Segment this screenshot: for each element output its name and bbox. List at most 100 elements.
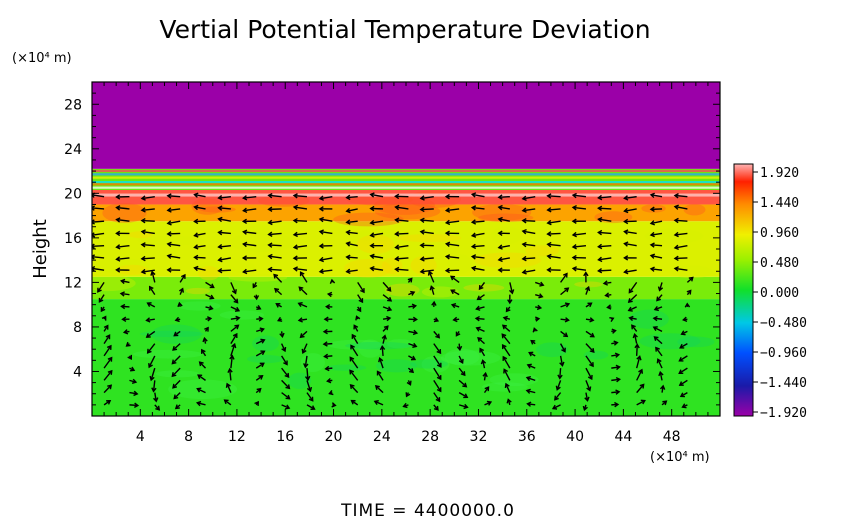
vector-arrow-388	[193, 204, 206, 211]
vector-arrow-284	[597, 267, 612, 274]
vector-arrow-286	[649, 266, 663, 272]
vector-arrow-302	[444, 254, 460, 260]
vector-arrow-231	[476, 294, 485, 301]
y-tick-label-2: 12	[64, 275, 82, 291]
vector-arrow-215	[684, 302, 691, 308]
vector-arrow-365	[217, 216, 232, 223]
vector-arrow-159	[475, 326, 485, 333]
vector-arrow-424	[497, 194, 510, 200]
vector-arrow-14	[458, 403, 469, 410]
vector-arrow-187	[585, 317, 595, 323]
vector-arrow-16	[506, 398, 512, 406]
vector-arrow-219	[178, 287, 185, 295]
vector-arrow-368	[292, 217, 308, 224]
vector-arrow-117	[634, 343, 640, 356]
vector-arrow-394	[345, 207, 358, 214]
vector-arrow-63	[482, 371, 488, 381]
time-label: TIME = 4400000.0	[340, 501, 515, 519]
vector-arrow-75	[171, 367, 181, 378]
vector-arrow-280	[497, 267, 510, 273]
vector-arrow-223	[274, 287, 283, 296]
field-patch-3-1	[374, 196, 435, 215]
field-patch-4-1	[288, 372, 312, 389]
vector-arrow-275	[369, 266, 384, 272]
vector-arrow-406	[649, 206, 663, 212]
vector-arrow-270	[242, 268, 257, 275]
vector-arrow-113	[528, 351, 536, 357]
colorbar-tick-label-7: −1.440	[760, 376, 807, 391]
vector-arrow-195	[177, 301, 183, 308]
vector-arrow-277	[419, 268, 434, 275]
vector-arrow-2	[154, 404, 161, 411]
y-axis-label: Height	[30, 219, 51, 279]
vector-arrow-60	[406, 380, 412, 386]
vector-arrow-151	[279, 331, 285, 338]
field-patch-4-7	[629, 309, 669, 329]
colorbar-tick-label-1: 1.440	[760, 196, 799, 211]
vector-arrow-189	[628, 315, 637, 322]
x-tick-label-7: 32	[470, 429, 488, 445]
vector-arrow-85	[433, 367, 442, 381]
vector-arrow-401	[521, 207, 536, 213]
vector-arrow-262	[657, 282, 664, 292]
field-patch-3-5	[374, 203, 441, 220]
vector-arrow-27	[173, 392, 181, 400]
x-tick-label-6: 28	[421, 429, 439, 445]
vector-arrow-329	[521, 241, 536, 248]
x-tick-label-11: 48	[663, 429, 681, 445]
vector-arrow-92	[611, 364, 621, 371]
vector-arrow-243	[179, 273, 186, 283]
vector-arrow-232	[507, 294, 513, 305]
vector-arrow-171	[174, 316, 181, 323]
vector-arrow-116	[611, 352, 621, 358]
vector-arrow-134	[456, 343, 463, 352]
vector-arrow-145	[122, 329, 130, 335]
vector-arrow-370	[345, 219, 358, 225]
vector-arrow-398	[444, 207, 460, 213]
vector-arrow-290	[140, 255, 155, 262]
band-streak-highlight	[92, 193, 720, 197]
vector-arrow-110	[458, 355, 464, 365]
vector-arrow-364	[193, 218, 206, 225]
vector-arrow-258	[560, 272, 568, 283]
vector-arrow-3	[174, 404, 181, 410]
field-patch-0-5	[168, 379, 238, 400]
vector-arrow-226	[357, 294, 364, 304]
vector-arrow-377	[521, 217, 536, 224]
vector-arrow-132	[408, 342, 418, 348]
vector-arrow-183	[474, 315, 485, 322]
field-patch-0-12	[440, 350, 501, 366]
vector-arrow-12	[402, 402, 409, 409]
vector-arrow-142	[653, 336, 663, 345]
vector-arrow-162	[560, 330, 569, 338]
vector-arrow-310	[649, 253, 663, 259]
vector-arrow-347	[369, 232, 384, 238]
vector-arrow-70	[658, 370, 664, 381]
vector-arrow-313	[115, 244, 130, 250]
vector-arrow-397	[419, 206, 434, 213]
field-patch-2-3	[116, 264, 149, 275]
vector-arrow-72	[103, 356, 113, 369]
vector-arrow-293	[217, 256, 232, 263]
vector-arrow-149	[230, 324, 240, 332]
field-layer-3	[92, 204, 720, 222]
vector-arrow-264	[92, 265, 105, 272]
vector-arrow-8	[306, 404, 316, 411]
x-tick-label-4: 20	[325, 429, 343, 445]
vector-arrow-96	[103, 344, 112, 357]
vector-arrow-419	[369, 192, 384, 198]
vector-arrow-335	[673, 244, 688, 251]
vector-arrow-140	[611, 340, 619, 346]
vector-arrow-126	[255, 338, 266, 345]
field-patch-0-0	[386, 339, 413, 349]
vector-arrow-294	[241, 255, 257, 261]
vector-arrow-278	[444, 267, 460, 274]
vector-arrow-188	[609, 316, 615, 322]
vector-arrow-260	[602, 280, 612, 286]
vector-arrow-73	[129, 366, 136, 372]
vector-arrow-363	[166, 220, 181, 226]
vector-arrow-167	[680, 330, 688, 336]
vector-arrow-366	[241, 218, 257, 225]
vector-arrow-180	[408, 316, 418, 323]
vector-arrow-369	[318, 216, 333, 223]
